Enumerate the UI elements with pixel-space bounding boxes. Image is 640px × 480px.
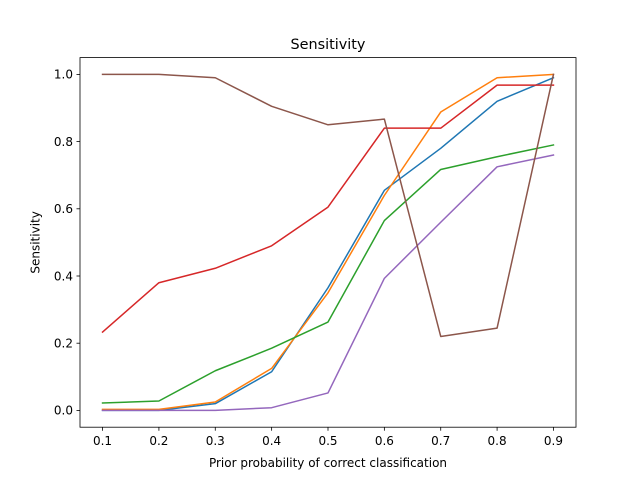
x-tick-label: 0.7 — [431, 434, 450, 448]
chart-title: Sensitivity — [291, 37, 366, 53]
y-axis-label: Sensitivity — [29, 211, 43, 273]
y-tick-label: 0.4 — [54, 269, 73, 283]
x-tick-label: 0.4 — [262, 434, 281, 448]
y-tick-label: 0.6 — [54, 202, 73, 216]
y-axis: 0.0 0.2 0.4 0.6 0.8 1.0 — [54, 68, 80, 418]
y-tick-label: 0.0 — [54, 404, 73, 418]
series-line-1 — [101, 76, 555, 412]
x-tick-label: 0.1 — [93, 434, 112, 448]
x-tick-label: 0.9 — [544, 434, 563, 448]
series-line-2 — [101, 73, 555, 411]
y-tick-label: 0.2 — [54, 337, 73, 351]
plot-frame — [79, 57, 577, 428]
y-tick-label: 0.8 — [54, 135, 73, 149]
x-tick-label: 0.2 — [149, 434, 168, 448]
series-layer — [101, 73, 555, 412]
x-tick-label: 0.3 — [206, 434, 225, 448]
y-tick-label: 1.0 — [54, 68, 73, 82]
series-line-5 — [101, 154, 555, 412]
x-tick-label: 0.6 — [375, 434, 394, 448]
series-line-6 — [101, 73, 555, 338]
series-line-4 — [101, 84, 555, 334]
x-tick-label: 0.8 — [488, 434, 507, 448]
series-line-3 — [101, 144, 555, 404]
x-axis: 0.1 0.2 0.3 0.4 0.5 0.6 0.7 0.8 0.9 — [93, 427, 563, 448]
x-tick-label: 0.5 — [318, 434, 337, 448]
x-axis-label: Prior probability of correct classificat… — [209, 456, 447, 470]
